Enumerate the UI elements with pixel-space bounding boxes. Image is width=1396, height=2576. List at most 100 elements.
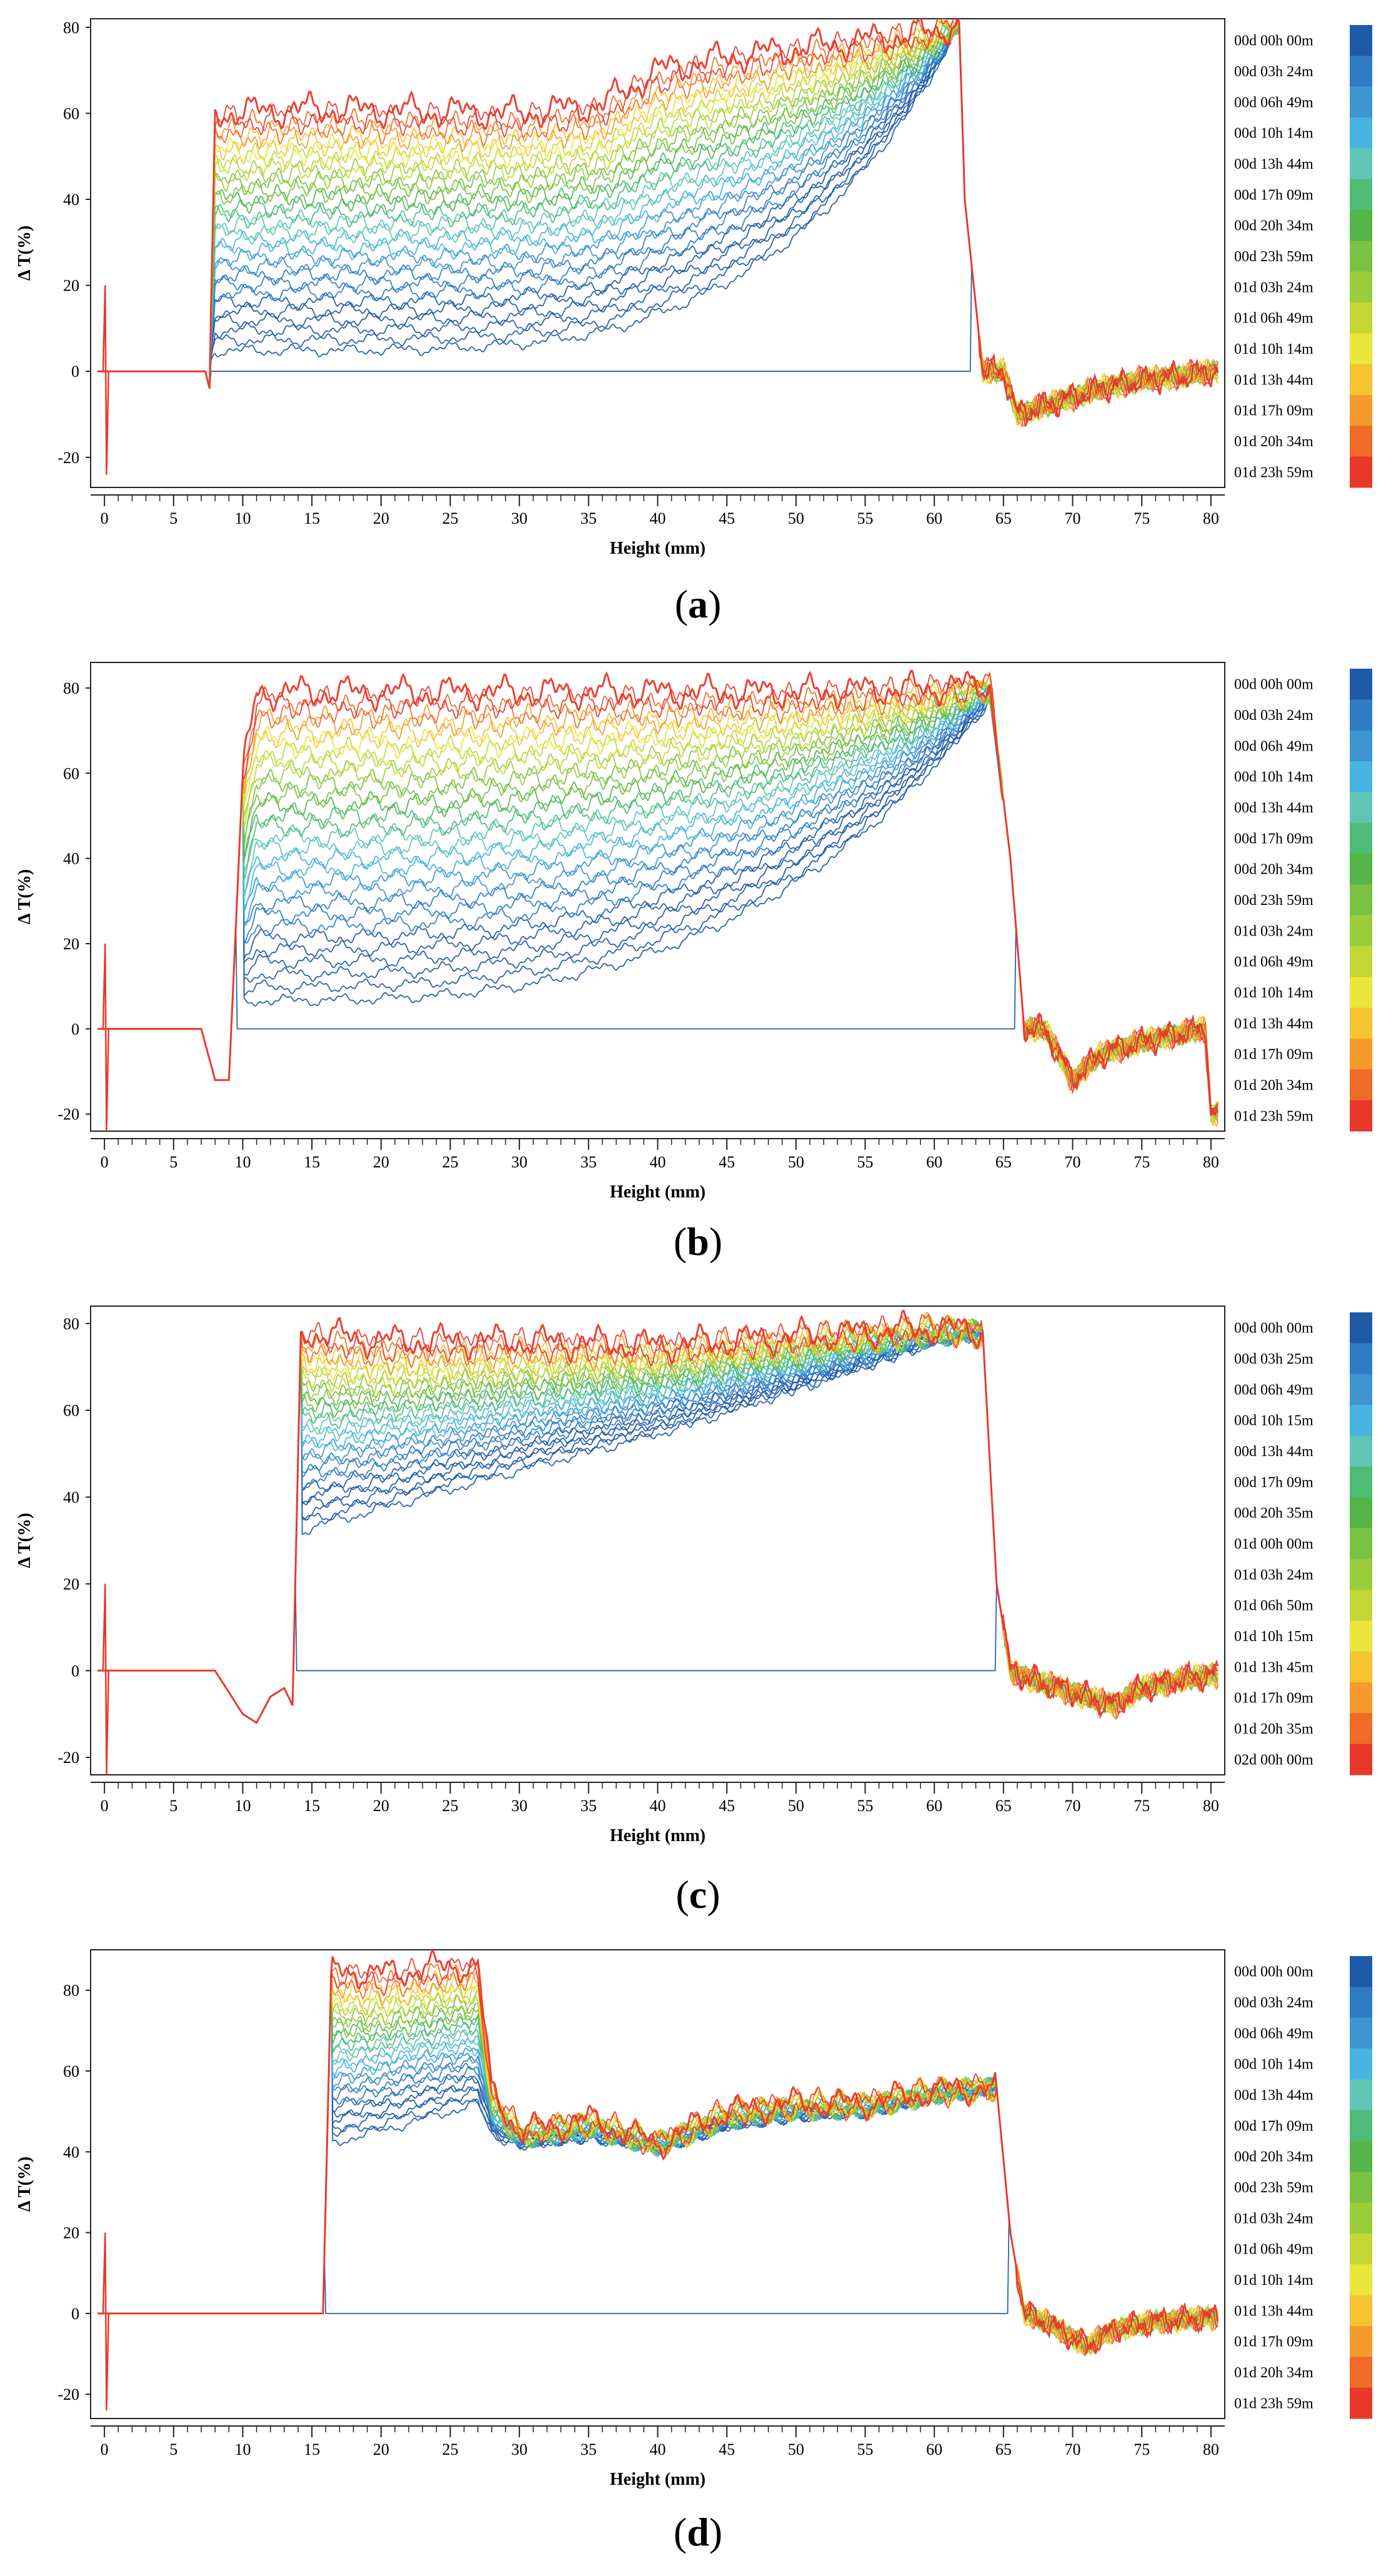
x-tick-label: 65 <box>995 1797 1012 1815</box>
legend-label: 00d 20h 34m <box>1234 218 1314 234</box>
x-tick-label: 50 <box>788 1797 804 1815</box>
x-tick-label: 75 <box>1134 1797 1150 1815</box>
legend-label: 00d 20h 34m <box>1234 2149 1314 2165</box>
legend-label: 00d 23h 59m <box>1234 249 1314 265</box>
legend-label: 00d 03h 24m <box>1234 64 1314 80</box>
legend-swatch <box>1350 1744 1372 1775</box>
panel-label-a: (a) <box>674 582 722 626</box>
legend-swatch <box>1350 854 1372 885</box>
series-line <box>97 1318 1219 1724</box>
x-tick-label: 0 <box>101 509 109 527</box>
legend-swatch <box>1350 1312 1372 1344</box>
series-line <box>97 676 1219 1128</box>
curves-group <box>97 19 1219 475</box>
series-line <box>97 696 1219 1118</box>
legend-label: 01d 03h 24m <box>1234 923 1314 939</box>
legend-label: 00d 10h 14m <box>1234 769 1314 786</box>
legend-label: 00d 13h 44m <box>1234 800 1314 816</box>
legend-swatch <box>1350 1007 1372 1039</box>
x-tick-label: 80 <box>1203 2440 1219 2459</box>
series-line <box>97 19 1219 427</box>
series-line <box>97 19 1219 427</box>
legend-swatch <box>1350 669 1372 700</box>
legend-label: 01d 00h 00m <box>1234 1536 1314 1552</box>
legend-swatch <box>1350 426 1372 457</box>
x-tick-label: 75 <box>1134 1153 1150 1171</box>
series-line <box>97 22 1218 414</box>
initial-spike-line <box>102 285 110 475</box>
series-line <box>97 22 1219 415</box>
legend-swatch <box>1350 2264 1372 2296</box>
series-line <box>97 1962 1219 2357</box>
x-tick-label: 60 <box>926 1153 942 1171</box>
x-tick-label: 65 <box>995 509 1012 527</box>
legend-label: 01d 13h 44m <box>1234 372 1314 388</box>
legend-swatch <box>1350 822 1372 854</box>
legend-label: 00d 03h 25m <box>1234 1351 1314 1367</box>
legend-swatch <box>1350 2357 1372 2389</box>
legend-label: 00d 17h 09m <box>1234 831 1314 847</box>
series-line <box>97 1950 1219 2355</box>
series-line <box>97 1325 1219 1724</box>
legend-swatch <box>1350 148 1372 180</box>
legend-label: 00d 10h 14m <box>1234 2057 1314 2073</box>
series-line <box>97 1970 1219 2350</box>
series-line <box>97 1310 1219 1724</box>
legend-label: 01d 23h 59m <box>1234 1108 1314 1124</box>
legend-label: 01d 20h 34m <box>1234 2365 1314 2381</box>
x-tick-label: 20 <box>373 1153 389 1171</box>
series-line <box>97 679 1219 1121</box>
series-line <box>97 1970 1219 2355</box>
y-tick-label: -20 <box>57 2385 79 2404</box>
series-line <box>97 22 1219 415</box>
legend-label: 01d 13h 44m <box>1234 1016 1314 1032</box>
y-tick-label: -20 <box>57 1106 79 1124</box>
legend-label: 01d 10h 14m <box>1234 341 1314 357</box>
x-tick-label: 10 <box>234 1797 251 1815</box>
plot-frame <box>90 18 1225 488</box>
x-tick-label: 15 <box>304 1153 320 1171</box>
series-line <box>97 1970 1219 2357</box>
x-axis-title: Height (mm) <box>610 539 705 558</box>
plot-frame <box>90 1949 1225 2419</box>
series-line <box>97 1970 1219 2347</box>
legend-swatch <box>1350 1100 1372 1132</box>
legend-label: 00d 23h 59m <box>1234 892 1314 909</box>
y-tick-label: 20 <box>63 277 79 295</box>
x-tick-label: 60 <box>926 509 942 527</box>
legend-swatch <box>1350 25 1372 56</box>
legend-swatch <box>1350 1590 1372 1621</box>
legend-swatch <box>1350 86 1372 118</box>
legend-label: 00d 06h 49m <box>1234 94 1314 111</box>
legend-swatch <box>1350 2234 1372 2265</box>
x-tick-label: 75 <box>1134 2440 1150 2459</box>
series-line <box>97 1970 1219 2354</box>
panel-label-d: (d) <box>673 2510 723 2554</box>
legend-swatch <box>1350 761 1372 792</box>
series-line <box>97 22 1219 419</box>
x-tick-label: 45 <box>719 2440 735 2459</box>
x-tick-label: 25 <box>442 1153 458 1171</box>
y-tick-label: 60 <box>63 2062 79 2080</box>
series-line <box>97 1312 1219 1724</box>
y-tick-label: 40 <box>63 1489 79 1507</box>
legend-label: 00d 20h 35m <box>1234 1505 1314 1522</box>
x-axis-title: Height (mm) <box>610 1826 705 1845</box>
legend-swatch <box>1350 456 1372 488</box>
y-axis-title: Δ T(%) <box>15 226 34 281</box>
series-line <box>97 1970 1219 2352</box>
y-tick-label: 20 <box>63 2224 79 2242</box>
legend-swatch <box>1350 1343 1372 1375</box>
legend-label: 01d 10h 14m <box>1234 2272 1314 2289</box>
series-line <box>97 1970 1219 2349</box>
legend-swatch <box>1350 730 1372 762</box>
legend-label: 02d 00h 00m <box>1234 1752 1314 1768</box>
panel-label-c: (c) <box>676 1872 720 1917</box>
x-tick-label: 15 <box>304 2440 320 2459</box>
legend-swatch <box>1350 946 1372 977</box>
x-tick-label: 35 <box>581 509 597 527</box>
legend-swatch <box>1350 1620 1372 1652</box>
y-tick-label: 80 <box>63 1315 79 1333</box>
initial-spike-line <box>102 943 110 1131</box>
legend-label: 01d 20h 35m <box>1234 1721 1314 1737</box>
